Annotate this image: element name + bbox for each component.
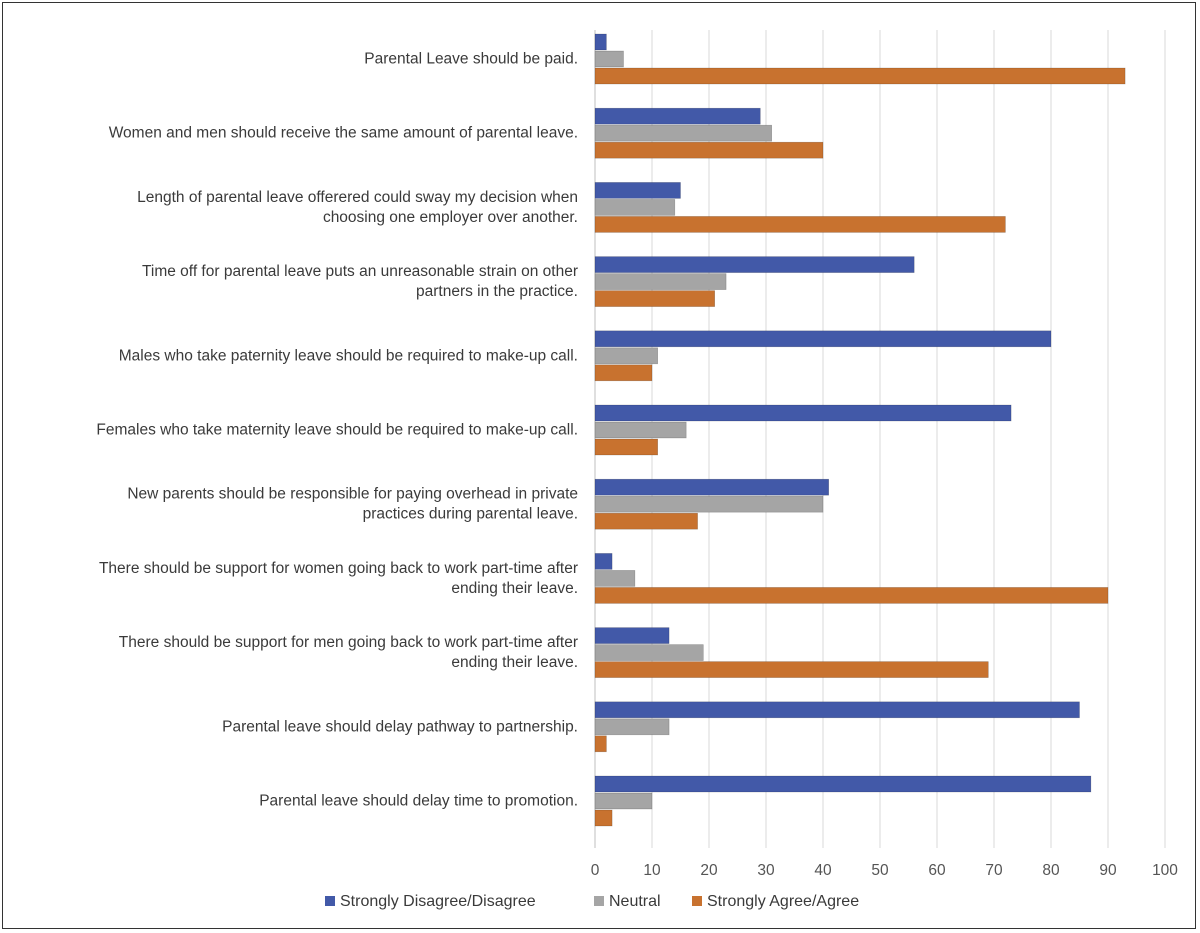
category-label: Women and men should receive the same am… [109,125,578,142]
x-tick-label: 50 [871,862,889,879]
bar-strongly-disagree-disagree-5 [594,404,1012,422]
category-label: practices during parental leave. [363,506,578,523]
bar-neutral-10 [594,792,653,810]
bar-neutral-5 [594,421,687,439]
category-label: Males who take paternity leave should be… [119,347,578,364]
bars [594,33,1126,827]
category-label: Females who take maternity leave should … [96,422,578,439]
x-tick-label: 70 [985,862,1003,879]
legend-swatch [594,896,604,906]
category-label: ending their leave. [451,580,578,597]
bar-strongly-disagree-disagree-6 [594,478,829,496]
bar-neutral-7 [594,570,636,587]
legend-label: Strongly Agree/Agree [707,893,859,910]
x-tick-label: 60 [928,862,946,879]
legend: Strongly Disagree/Disagree Neutral Strongl… [325,893,859,910]
bar-strongly-disagree-disagree-3 [594,256,915,273]
bar-strongly-disagree-disagree-0 [594,33,607,51]
bar-strongly-disagree-disagree-9 [594,701,1080,719]
category-label: Time off for parental leave puts an unre… [142,263,578,280]
category-label: New parents should be responsible for pa… [127,486,578,503]
x-tick-labels: 0 10 20 30 40 50 60 70 80 90 100 [591,862,1179,879]
category-label: Parental leave should delay pathway to p… [222,718,578,735]
bar-strongly-agree-agree-1 [594,141,824,159]
x-tick-label: 30 [757,862,775,879]
bar-strongly-agree-agree-10 [594,809,613,827]
bar-strongly-disagree-disagree-2 [594,182,681,199]
bar-neutral-2 [594,199,676,216]
x-tick-label: 100 [1152,862,1178,879]
bar-strongly-agree-agree-6 [594,512,698,530]
bar-strongly-agree-agree-4 [594,364,653,382]
category-label: There should be support for women going … [99,560,578,577]
bar-neutral-4 [594,347,659,365]
legend-swatch [692,896,702,906]
bar-strongly-disagree-disagree-4 [594,330,1052,348]
legend-swatch [325,896,335,906]
category-label: partners in the practice. [416,283,578,300]
bar-strongly-disagree-disagree-1 [594,107,761,125]
x-tick-label: 80 [1042,862,1060,879]
category-label: There should be support for men going ba… [119,634,578,651]
bar-strongly-agree-agree-9 [594,735,607,753]
x-tick-label: 40 [814,862,832,879]
bar-neutral-9 [594,718,670,736]
bar-strongly-agree-agree-2 [594,216,1006,233]
bar-strongly-disagree-disagree-10 [594,775,1092,793]
x-tick-label: 90 [1099,862,1117,879]
x-tick-label: 10 [643,862,661,879]
bar-strongly-agree-agree-7 [594,587,1109,604]
legend-label: Strongly Disagree/Disagree [340,893,536,910]
bar-neutral-6 [594,495,824,513]
bar-strongly-disagree-disagree-8 [594,627,670,644]
bar-neutral-0 [594,50,624,68]
bar-neutral-3 [594,273,727,290]
category-label: ending their leave. [451,654,578,671]
x-tick-label: 20 [700,862,718,879]
bar-neutral-1 [594,124,772,142]
category-label: choosing one employer over another. [323,209,578,226]
bar-strongly-disagree-disagree-7 [594,553,613,570]
bar-strongly-agree-agree-5 [594,438,659,456]
bar-strongly-agree-agree-0 [594,67,1126,85]
category-label: Length of parental leave offerered could… [137,189,578,206]
category-label: Parental Leave should be paid. [364,51,578,68]
bar-strongly-agree-agree-8 [594,661,989,678]
bar-neutral-8 [594,644,704,661]
x-tick-label: 0 [591,862,600,879]
category-labels: Parental Leave should be paid. Women and … [96,51,578,810]
category-label: Parental leave should delay time to prom… [259,793,578,810]
bar-strongly-agree-agree-3 [594,290,715,307]
legend-label: Neutral [609,893,661,910]
